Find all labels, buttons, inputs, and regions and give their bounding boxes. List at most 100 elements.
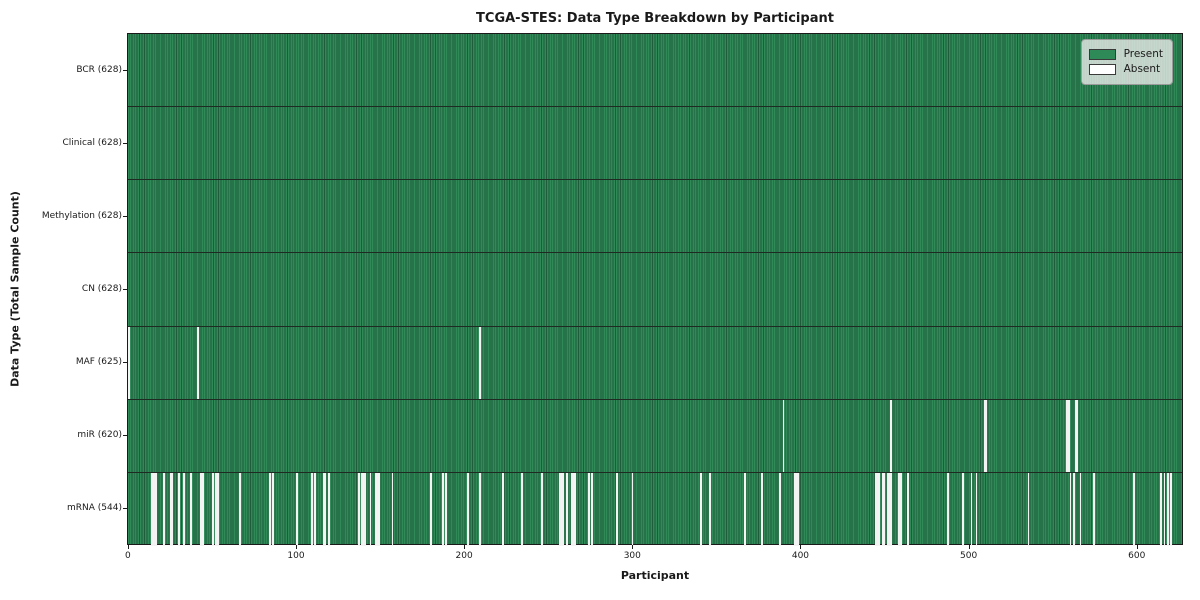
absent-marker [616, 472, 619, 546]
absent-marker [1160, 472, 1162, 546]
absent-marker [1067, 399, 1070, 472]
xtick-mark [800, 545, 802, 549]
xtick-label-200: 200 [455, 551, 473, 561]
xtick-mark [464, 545, 466, 549]
ytick-mark [123, 142, 127, 144]
ytick-mark [123, 215, 127, 217]
heatmap-row-bcr [128, 34, 1182, 108]
absent-marker [324, 472, 327, 546]
heatmap-row-mir [128, 399, 1182, 473]
absent-marker [876, 472, 879, 546]
absent-marker [178, 472, 181, 546]
absent-marker [211, 472, 214, 546]
absent-marker [215, 472, 218, 546]
absent-marker [906, 472, 909, 546]
absent-marker [430, 472, 432, 546]
absent-marker [201, 472, 204, 546]
absent-marker [322, 472, 325, 546]
absent-marker [163, 472, 166, 546]
absent-marker [970, 472, 973, 546]
legend: Present Absent [1080, 39, 1173, 85]
absent-marker [883, 472, 886, 546]
xtick-label-600: 600 [1128, 551, 1146, 561]
absent-marker [369, 472, 372, 546]
absent-marker [190, 472, 192, 546]
absent-marker [357, 472, 360, 546]
absent-marker [362, 472, 365, 546]
absent-marker [171, 472, 174, 546]
absent-marker [962, 472, 964, 546]
absent-marker [295, 472, 298, 546]
ytick-label-cn: CN (628) [81, 284, 122, 294]
xtick-mark [1136, 545, 1138, 549]
ytick-label-maf: MAF (625) [75, 357, 122, 368]
absent-marker [196, 326, 199, 399]
absent-marker [985, 399, 988, 472]
absent-marker [587, 472, 590, 546]
legend-entry-present: Present [1088, 48, 1163, 61]
absent-marker [591, 472, 594, 546]
absent-marker [898, 472, 901, 546]
absent-marker [364, 472, 367, 546]
ytick-mark [123, 289, 127, 290]
absent-marker [708, 472, 711, 546]
xtick-label-0: 0 [124, 551, 131, 561]
absent-marker [743, 472, 746, 546]
absent-marker [795, 472, 798, 546]
absent-marker [878, 472, 881, 546]
xtick-label-400: 400 [791, 551, 810, 561]
absent-marker [947, 472, 949, 546]
ytick-mark [123, 362, 127, 364]
absent-marker [1166, 472, 1169, 546]
absent-marker [467, 472, 469, 546]
absent-marker [566, 472, 568, 546]
absent-marker [1163, 472, 1166, 546]
chart-title: TCGA-STES: Data Type Breakdown by Partic… [476, 11, 834, 26]
ytick-mark [123, 69, 127, 71]
absent-marker [760, 472, 763, 546]
absent-marker [169, 472, 172, 546]
absent-marker [794, 472, 797, 546]
absent-marker [1027, 472, 1030, 546]
absent-marker [797, 472, 800, 546]
absent-marker [700, 472, 703, 546]
legend-entry-absent: Absent [1088, 63, 1163, 76]
heatmap-row-mrna [128, 472, 1182, 546]
absent-marker [874, 472, 877, 546]
absent-marker [561, 472, 563, 546]
absent-marker [445, 472, 447, 546]
ytick-label-bcr: BCR (628) [76, 64, 122, 75]
absent-marker [1079, 472, 1082, 546]
heatmap-plot-area: Present Absent [127, 33, 1183, 546]
ytick-label-methylation: Methylation (628) [41, 210, 122, 221]
absent-marker [1133, 472, 1136, 546]
xtick-label-100: 100 [287, 551, 305, 561]
absent-marker [1076, 399, 1079, 472]
absent-marker [889, 399, 892, 472]
ytick-label-clinical: Clinical (628) [62, 137, 122, 148]
xtick-label-500: 500 [960, 551, 978, 561]
absent-marker [441, 472, 444, 546]
ytick-label-mir: miR (620) [77, 430, 122, 441]
heatmap-row-maf [128, 326, 1182, 400]
absent-marker [200, 472, 202, 546]
x-axis-label: Participant [620, 569, 690, 582]
absent-marker [559, 472, 562, 546]
absent-marker [631, 472, 634, 546]
ytick-mark [123, 435, 127, 437]
ytick-mark [123, 508, 127, 510]
absent-marker [374, 472, 377, 546]
absent-marker [574, 472, 577, 546]
absent-marker [1072, 472, 1075, 546]
absent-marker [376, 472, 379, 546]
absent-marker [983, 399, 986, 472]
absent-marker [128, 326, 130, 399]
absent-marker [216, 472, 219, 546]
absent-marker [572, 472, 575, 546]
xtick-mark [968, 545, 970, 549]
absent-marker [520, 472, 523, 546]
absent-marker [154, 472, 157, 546]
absent-marker [314, 472, 317, 546]
absent-marker [478, 326, 481, 399]
